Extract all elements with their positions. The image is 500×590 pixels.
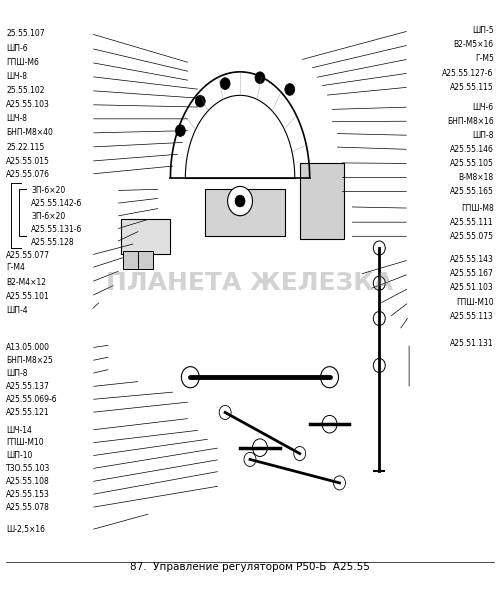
Text: ГПШ-М6: ГПШ-М6 [6, 58, 39, 67]
Text: А25.55.015: А25.55.015 [6, 156, 50, 166]
Text: А25.55.127-б: А25.55.127-б [442, 68, 494, 77]
Circle shape [220, 78, 230, 90]
Circle shape [196, 96, 205, 107]
Circle shape [228, 186, 252, 216]
Text: ШЧ-14: ШЧ-14 [6, 425, 32, 435]
Text: А25.55.115: А25.55.115 [450, 83, 494, 91]
Text: В2-М5×16: В2-М5×16 [454, 40, 494, 50]
Text: ПЛАНЕТА ЖЕЛЕЗКА: ПЛАНЕТА ЖЕЛЕЗКА [106, 271, 394, 295]
Text: А25.55.078: А25.55.078 [6, 503, 50, 512]
Text: ГПШ-М8: ГПШ-М8 [461, 204, 494, 212]
Circle shape [320, 366, 338, 388]
Text: Ш-2,5×16: Ш-2,5×16 [6, 525, 46, 535]
FancyBboxPatch shape [123, 251, 138, 268]
Text: А25.55.137: А25.55.137 [6, 382, 50, 391]
Text: ШЧ-6: ШЧ-6 [472, 103, 494, 112]
Circle shape [322, 415, 337, 433]
Text: А25.55.076: А25.55.076 [6, 169, 51, 179]
Text: ЗП-6×20: ЗП-6×20 [31, 212, 66, 221]
Text: 87.  Управление регулятором Р50-Б  А25.55: 87. Управление регулятором Р50-Б А25.55 [130, 562, 370, 572]
Text: А25.55.108: А25.55.108 [6, 477, 50, 486]
Text: 25.55.107: 25.55.107 [6, 29, 45, 38]
Text: А25.55.103: А25.55.103 [6, 100, 50, 109]
Text: А25.55.075: А25.55.075 [450, 232, 494, 241]
Text: А25.55.131-б: А25.55.131-б [31, 225, 82, 234]
FancyBboxPatch shape [300, 163, 344, 239]
Text: ШП-6: ШП-6 [6, 44, 28, 53]
Text: А25.55.143: А25.55.143 [450, 255, 494, 264]
Text: А25.51.131: А25.51.131 [450, 339, 494, 348]
Text: ЗП-6×20: ЗП-6×20 [31, 186, 66, 195]
Text: А25.55.111: А25.55.111 [450, 218, 494, 227]
Text: Г-М5: Г-М5 [475, 54, 494, 64]
FancyBboxPatch shape [120, 219, 170, 254]
Text: БНП-М8×40: БНП-М8×40 [6, 129, 53, 137]
Text: Г-М4: Г-М4 [6, 264, 25, 273]
Text: А25.55.128: А25.55.128 [31, 238, 75, 247]
Circle shape [219, 405, 231, 419]
Circle shape [334, 476, 345, 490]
Text: 25.22.115: 25.22.115 [6, 143, 44, 152]
Circle shape [294, 447, 306, 461]
Circle shape [182, 366, 200, 388]
Circle shape [285, 84, 295, 96]
Text: ШП-10: ШП-10 [6, 451, 32, 460]
Text: А25.55.105: А25.55.105 [450, 159, 494, 168]
Text: 25.55.102: 25.55.102 [6, 86, 45, 95]
Text: БНП-М8×16: БНП-М8×16 [447, 117, 494, 126]
Text: А25.55.165: А25.55.165 [450, 187, 494, 196]
Text: А25.55.077: А25.55.077 [6, 251, 51, 260]
Text: ТЗО.55.103: ТЗО.55.103 [6, 464, 51, 473]
Text: А25.55.069-б: А25.55.069-б [6, 395, 58, 404]
Text: А25.51.103: А25.51.103 [450, 283, 494, 293]
Text: А25.55.167: А25.55.167 [450, 270, 494, 278]
Text: БНП-М8×25: БНП-М8×25 [6, 356, 53, 365]
Text: ШП-5: ШП-5 [472, 26, 494, 35]
FancyBboxPatch shape [138, 251, 153, 268]
Text: ШП-4: ШП-4 [6, 306, 28, 315]
FancyBboxPatch shape [206, 189, 285, 236]
Text: А25.55.153: А25.55.153 [6, 490, 50, 499]
Circle shape [235, 195, 245, 207]
Circle shape [252, 439, 268, 457]
Text: ГПШ-М10: ГПШ-М10 [456, 297, 494, 307]
Text: ШП-8: ШП-8 [472, 131, 494, 140]
Text: А25.55.113: А25.55.113 [450, 312, 494, 320]
Text: А25.55.142-б: А25.55.142-б [31, 199, 82, 208]
Text: В2-М4×12: В2-М4×12 [6, 277, 46, 287]
Text: А25.55.101: А25.55.101 [6, 291, 50, 301]
Text: ГПШ-М10: ГПШ-М10 [6, 438, 44, 447]
Circle shape [255, 72, 265, 84]
Text: А25.55.146: А25.55.146 [450, 145, 494, 154]
Text: ШП-8: ШП-8 [6, 369, 28, 378]
Circle shape [244, 453, 256, 467]
Text: А25.55.121: А25.55.121 [6, 408, 50, 417]
Circle shape [176, 124, 186, 136]
Text: В-М8×18: В-М8×18 [458, 173, 494, 182]
Text: А13.05.000: А13.05.000 [6, 343, 51, 352]
Text: ШЧ-8: ШЧ-8 [6, 72, 28, 81]
Text: ШЧ-8: ШЧ-8 [6, 114, 28, 123]
